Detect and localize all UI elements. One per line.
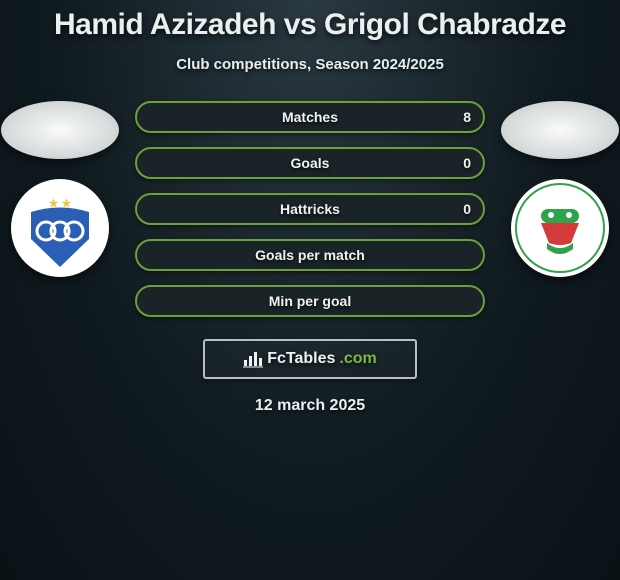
stat-label: Min per goal [269,293,351,309]
player-left-column: ★ ★ [0,101,120,277]
player-left-photo [1,101,119,159]
stat-label: Goals [291,155,330,171]
esteghlal-crest-icon: ★ ★ [11,179,109,277]
stat-row-goals: Goals 0 [135,147,485,179]
stat-value-right: 0 [463,155,471,171]
player-right-photo [501,101,619,159]
club-badge-left: ★ ★ [11,179,109,277]
stat-label: Hattricks [280,201,340,217]
stat-row-matches: Matches 8 [135,101,485,133]
fctables-logo-box: FcTables.com [203,339,417,379]
bar-chart-icon [243,350,263,368]
subtitle: Club competitions, Season 2024/2025 [0,56,620,73]
date-text: 12 march 2025 [0,397,620,415]
logo-text-a: FcTables [267,350,335,368]
page-title: Hamid Azizadeh vs Grigol Chabradze [0,8,620,42]
zob-ahan-crest-icon [511,179,609,277]
club-badge-right [511,179,609,277]
stat-label: Matches [282,109,338,125]
stat-row-hattricks: Hattricks 0 [135,193,485,225]
comparison-area: ★ ★ [0,101,620,331]
stat-value-right: 8 [463,109,471,125]
player-right-column [500,101,620,277]
stat-row-goals-per-match: Goals per match [135,239,485,271]
stat-value-right: 0 [463,201,471,217]
stat-label: Goals per match [255,247,365,263]
stat-row-min-per-goal: Min per goal [135,285,485,317]
stat-bars: Matches 8 Goals 0 Hattricks 0 Goals per … [135,101,485,317]
logo-text-b: .com [339,350,376,368]
